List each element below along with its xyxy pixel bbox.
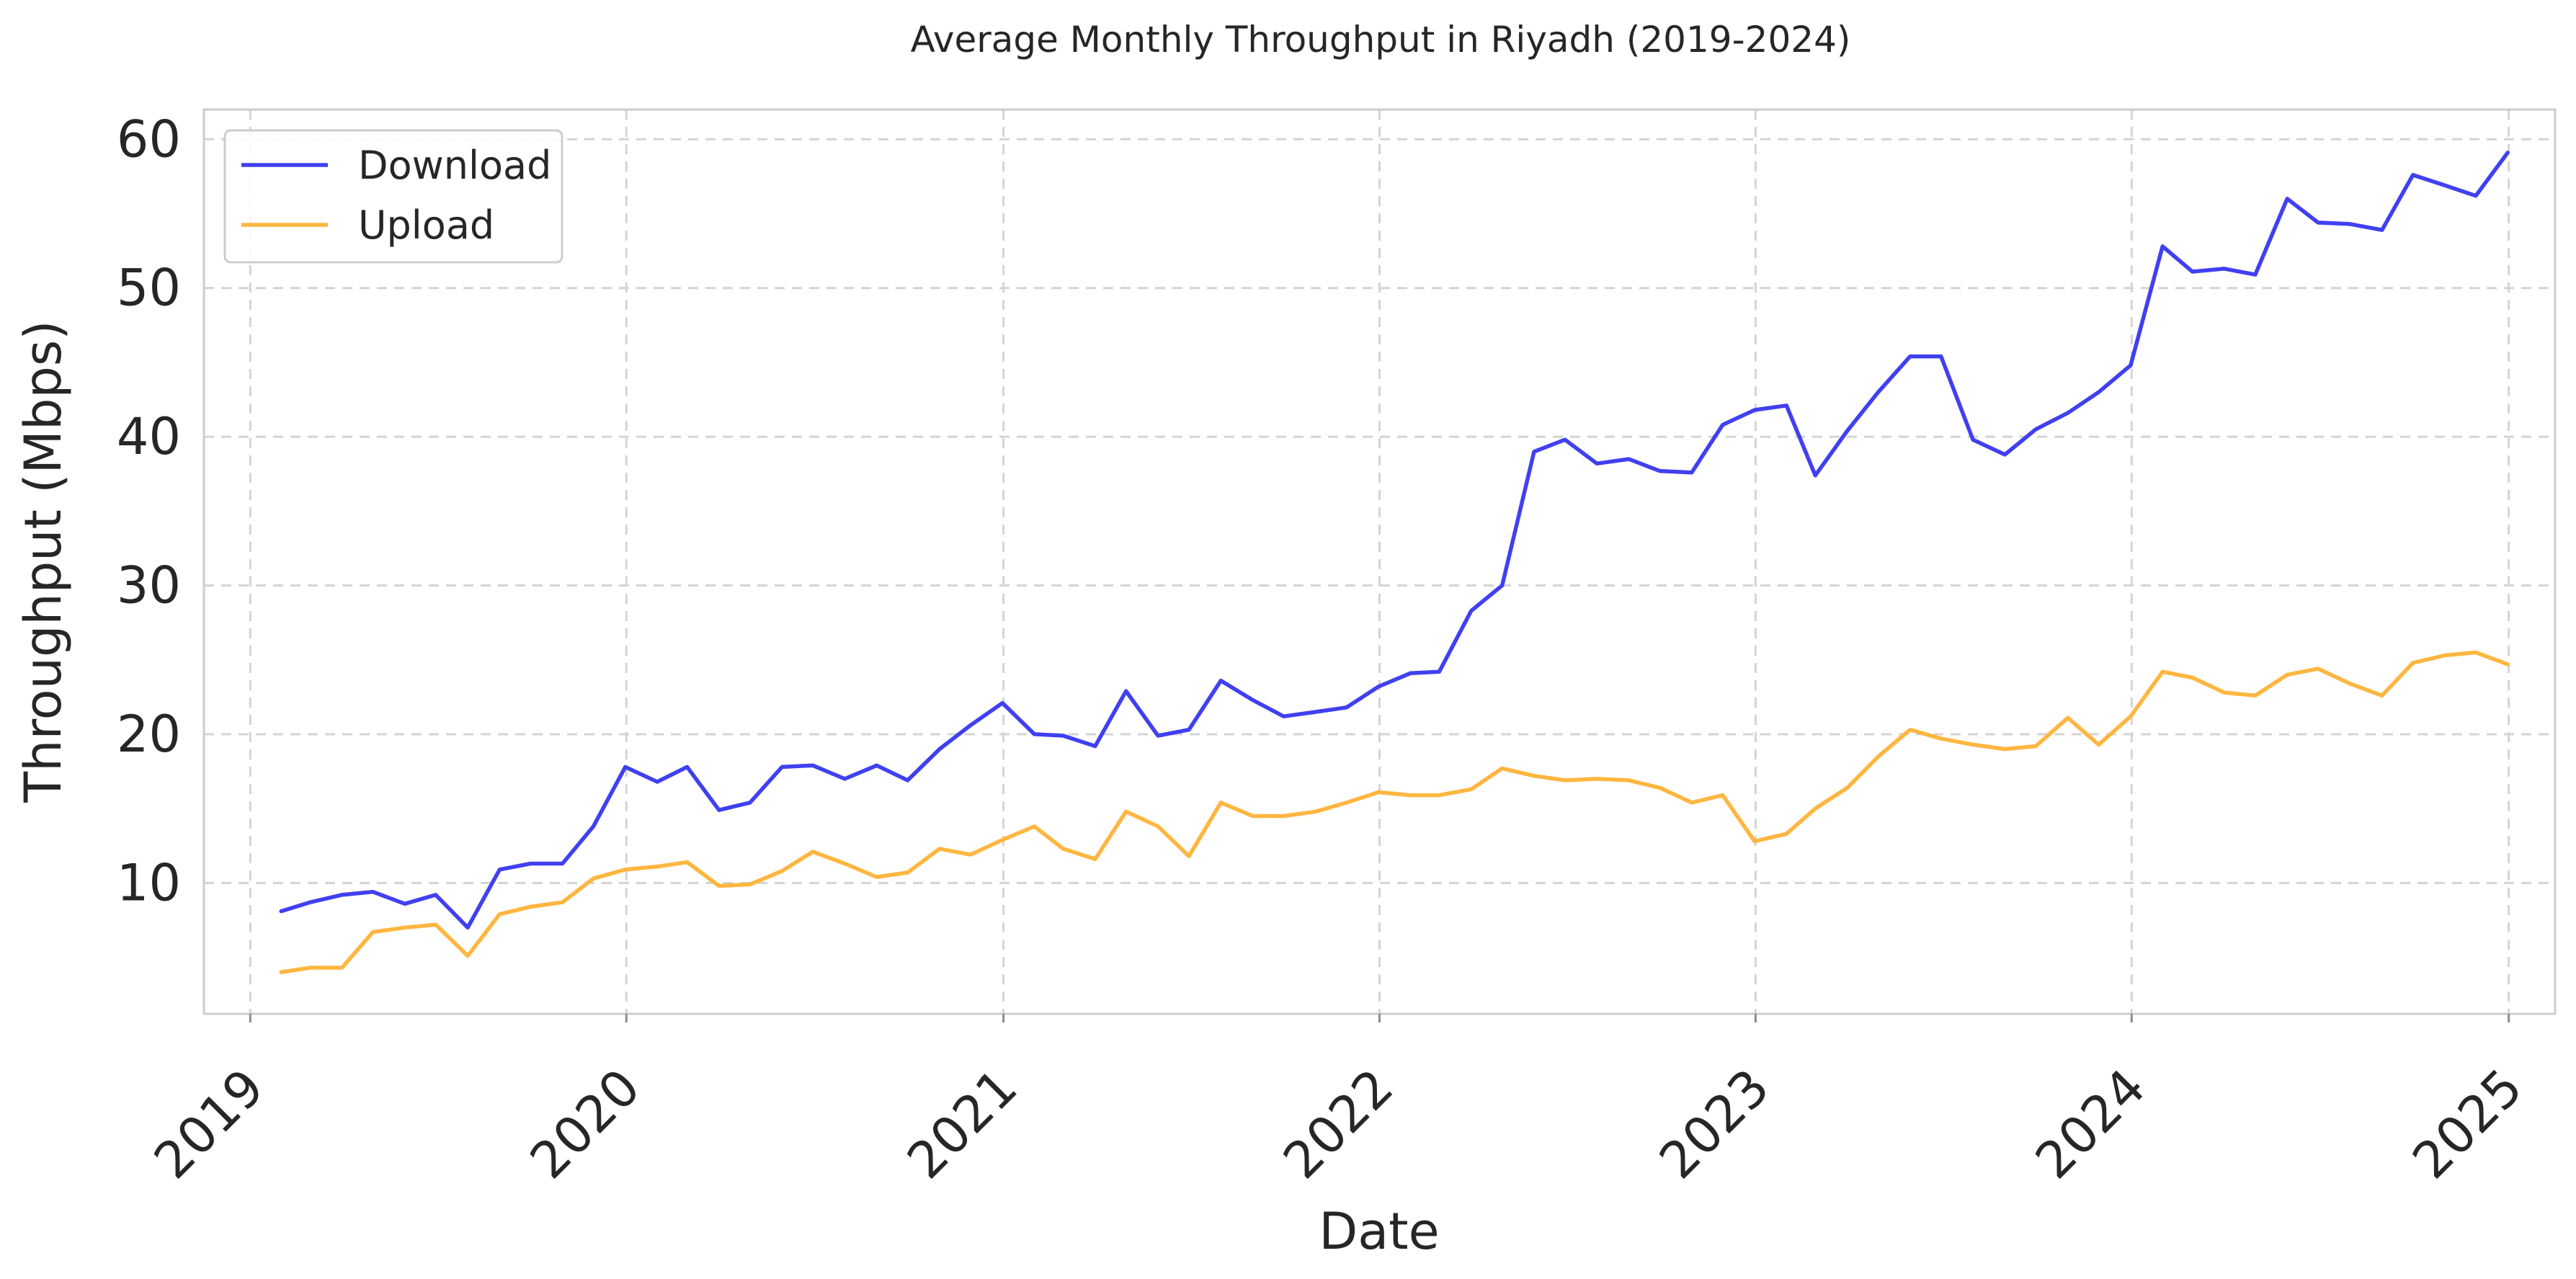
y-tick-label: 10 bbox=[117, 853, 181, 912]
x-tick-label: 2023 bbox=[1648, 1058, 1781, 1190]
legend: Download Upload bbox=[223, 129, 563, 264]
y-axis-ticks: 10 20 30 40 50 60 bbox=[117, 110, 181, 912]
x-axis-ticks: 2019 2020 2021 2022 2023 2024 2025 bbox=[143, 1014, 2533, 1190]
legend-label-download: Download bbox=[358, 143, 551, 188]
y-tick-label: 60 bbox=[117, 110, 181, 169]
y-gridlines bbox=[204, 138, 2555, 884]
x-tick-label: 2021 bbox=[896, 1058, 1028, 1190]
legend-label-upload: Upload bbox=[358, 202, 494, 248]
series-layer bbox=[279, 151, 2510, 974]
series-line-upload bbox=[279, 650, 2510, 974]
series-line-download bbox=[279, 151, 2510, 930]
x-gridlines bbox=[249, 110, 2510, 1014]
chart-title: Average Monthly Throughput in Riyadh (20… bbox=[911, 19, 1851, 61]
x-axis-label: Date bbox=[1319, 1202, 1439, 1261]
x-tick-label: 2020 bbox=[519, 1058, 651, 1190]
y-tick-label: 20 bbox=[117, 705, 181, 764]
y-axis-label: Throughput (Mbps) bbox=[14, 320, 73, 803]
x-tick-label: 2019 bbox=[143, 1058, 275, 1190]
x-tick-label: 2022 bbox=[1272, 1058, 1404, 1190]
x-tick-label: 2024 bbox=[2024, 1058, 2157, 1190]
y-tick-label: 50 bbox=[117, 259, 181, 318]
x-tick-label: 2025 bbox=[2401, 1058, 2533, 1190]
y-tick-label: 30 bbox=[117, 556, 181, 615]
y-tick-label: 40 bbox=[117, 407, 181, 466]
